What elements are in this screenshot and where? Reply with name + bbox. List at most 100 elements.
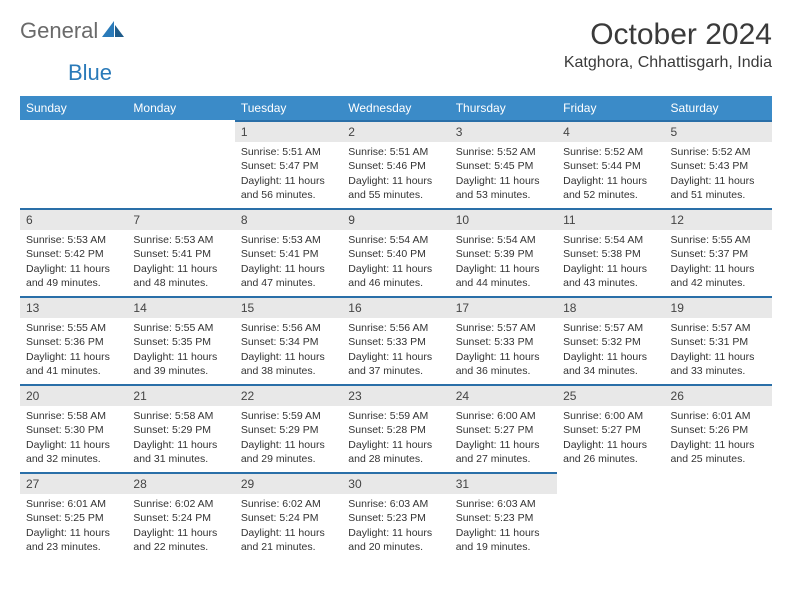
day-details: Sunrise: 5:53 AMSunset: 5:42 PMDaylight:… [20, 230, 127, 294]
day-number: 6 [20, 208, 127, 230]
day-details: Sunrise: 5:55 AMSunset: 5:37 PMDaylight:… [665, 230, 772, 294]
day-number: 22 [235, 384, 342, 406]
day-details: Sunrise: 5:56 AMSunset: 5:33 PMDaylight:… [342, 318, 449, 382]
day-number: 1 [235, 120, 342, 142]
day-number: 18 [557, 296, 664, 318]
day-number: 15 [235, 296, 342, 318]
weekday-header: Wednesday [342, 96, 449, 120]
day-number: 25 [557, 384, 664, 406]
weekday-header: Tuesday [235, 96, 342, 120]
weekday-header: Friday [557, 96, 664, 120]
day-number: 13 [20, 296, 127, 318]
day-number: 9 [342, 208, 449, 230]
day-details: Sunrise: 6:00 AMSunset: 5:27 PMDaylight:… [450, 406, 557, 470]
day-number: 5 [665, 120, 772, 142]
calendar-cell: 23Sunrise: 5:59 AMSunset: 5:28 PMDayligh… [342, 384, 449, 472]
calendar-cell: 31Sunrise: 6:03 AMSunset: 5:23 PMDayligh… [450, 472, 557, 560]
day-number: 28 [127, 472, 234, 494]
day-details: Sunrise: 6:03 AMSunset: 5:23 PMDaylight:… [450, 494, 557, 558]
day-number: 12 [665, 208, 772, 230]
day-number: 4 [557, 120, 664, 142]
day-number: 20 [20, 384, 127, 406]
calendar-cell: 13Sunrise: 5:55 AMSunset: 5:36 PMDayligh… [20, 296, 127, 384]
calendar-cell: 1Sunrise: 5:51 AMSunset: 5:47 PMDaylight… [235, 120, 342, 208]
day-number: 17 [450, 296, 557, 318]
day-details: Sunrise: 5:52 AMSunset: 5:45 PMDaylight:… [450, 142, 557, 206]
logo-word1: General [20, 18, 98, 44]
weekday-header: Saturday [665, 96, 772, 120]
day-details: Sunrise: 5:57 AMSunset: 5:33 PMDaylight:… [450, 318, 557, 382]
calendar-cell: 22Sunrise: 5:59 AMSunset: 5:29 PMDayligh… [235, 384, 342, 472]
day-details: Sunrise: 5:53 AMSunset: 5:41 PMDaylight:… [127, 230, 234, 294]
calendar-cell: 16Sunrise: 5:56 AMSunset: 5:33 PMDayligh… [342, 296, 449, 384]
day-details: Sunrise: 6:02 AMSunset: 5:24 PMDaylight:… [127, 494, 234, 558]
calendar-cell: 9Sunrise: 5:54 AMSunset: 5:40 PMDaylight… [342, 208, 449, 296]
day-number: 26 [665, 384, 772, 406]
calendar-cell: 3Sunrise: 5:52 AMSunset: 5:45 PMDaylight… [450, 120, 557, 208]
calendar-cell: 27Sunrise: 6:01 AMSunset: 5:25 PMDayligh… [20, 472, 127, 560]
calendar-row: 13Sunrise: 5:55 AMSunset: 5:36 PMDayligh… [20, 296, 772, 384]
day-number: 2 [342, 120, 449, 142]
calendar-cell: 20Sunrise: 5:58 AMSunset: 5:30 PMDayligh… [20, 384, 127, 472]
day-number: 23 [342, 384, 449, 406]
day-details: Sunrise: 5:52 AMSunset: 5:43 PMDaylight:… [665, 142, 772, 206]
weekday-header-row: SundayMondayTuesdayWednesdayThursdayFrid… [20, 96, 772, 120]
day-details: Sunrise: 5:54 AMSunset: 5:40 PMDaylight:… [342, 230, 449, 294]
page-title: October 2024 [564, 18, 772, 52]
day-details: Sunrise: 5:51 AMSunset: 5:46 PMDaylight:… [342, 142, 449, 206]
calendar-cell: 30Sunrise: 6:03 AMSunset: 5:23 PMDayligh… [342, 472, 449, 560]
day-details: Sunrise: 5:54 AMSunset: 5:39 PMDaylight:… [450, 230, 557, 294]
day-details: Sunrise: 6:03 AMSunset: 5:23 PMDaylight:… [342, 494, 449, 558]
day-details: Sunrise: 5:53 AMSunset: 5:41 PMDaylight:… [235, 230, 342, 294]
calendar-cell: 8Sunrise: 5:53 AMSunset: 5:41 PMDaylight… [235, 208, 342, 296]
calendar-cell: 5Sunrise: 5:52 AMSunset: 5:43 PMDaylight… [665, 120, 772, 208]
calendar-cell: 4Sunrise: 5:52 AMSunset: 5:44 PMDaylight… [557, 120, 664, 208]
day-number: 27 [20, 472, 127, 494]
calendar-row: 20Sunrise: 5:58 AMSunset: 5:30 PMDayligh… [20, 384, 772, 472]
calendar-cell: 19Sunrise: 5:57 AMSunset: 5:31 PMDayligh… [665, 296, 772, 384]
day-details: Sunrise: 5:57 AMSunset: 5:32 PMDaylight:… [557, 318, 664, 382]
day-details: Sunrise: 6:02 AMSunset: 5:24 PMDaylight:… [235, 494, 342, 558]
logo-sail-icon [102, 19, 124, 44]
calendar-cell: 29Sunrise: 6:02 AMSunset: 5:24 PMDayligh… [235, 472, 342, 560]
location-text: Katghora, Chhattisgarh, India [564, 54, 772, 72]
day-details: Sunrise: 5:54 AMSunset: 5:38 PMDaylight:… [557, 230, 664, 294]
day-details: Sunrise: 5:55 AMSunset: 5:36 PMDaylight:… [20, 318, 127, 382]
day-number: 8 [235, 208, 342, 230]
day-details: Sunrise: 5:51 AMSunset: 5:47 PMDaylight:… [235, 142, 342, 206]
day-number: 14 [127, 296, 234, 318]
day-details: Sunrise: 5:56 AMSunset: 5:34 PMDaylight:… [235, 318, 342, 382]
calendar-cell: 24Sunrise: 6:00 AMSunset: 5:27 PMDayligh… [450, 384, 557, 472]
logo-word2: Blue [68, 60, 112, 86]
day-details: Sunrise: 5:55 AMSunset: 5:35 PMDaylight:… [127, 318, 234, 382]
calendar-cell: 10Sunrise: 5:54 AMSunset: 5:39 PMDayligh… [450, 208, 557, 296]
day-number: 24 [450, 384, 557, 406]
calendar-cell [20, 120, 127, 208]
calendar-cell: 21Sunrise: 5:58 AMSunset: 5:29 PMDayligh… [127, 384, 234, 472]
calendar-cell: 7Sunrise: 5:53 AMSunset: 5:41 PMDaylight… [127, 208, 234, 296]
calendar-cell [665, 472, 772, 560]
calendar-cell: 28Sunrise: 6:02 AMSunset: 5:24 PMDayligh… [127, 472, 234, 560]
day-details: Sunrise: 5:57 AMSunset: 5:31 PMDaylight:… [665, 318, 772, 382]
calendar-row: 6Sunrise: 5:53 AMSunset: 5:42 PMDaylight… [20, 208, 772, 296]
calendar-cell: 18Sunrise: 5:57 AMSunset: 5:32 PMDayligh… [557, 296, 664, 384]
day-number: 31 [450, 472, 557, 494]
day-number: 3 [450, 120, 557, 142]
calendar-cell: 14Sunrise: 5:55 AMSunset: 5:35 PMDayligh… [127, 296, 234, 384]
day-details: Sunrise: 5:52 AMSunset: 5:44 PMDaylight:… [557, 142, 664, 206]
calendar-cell: 26Sunrise: 6:01 AMSunset: 5:26 PMDayligh… [665, 384, 772, 472]
day-number: 29 [235, 472, 342, 494]
day-number: 10 [450, 208, 557, 230]
weekday-header: Thursday [450, 96, 557, 120]
calendar-cell: 2Sunrise: 5:51 AMSunset: 5:46 PMDaylight… [342, 120, 449, 208]
day-details: Sunrise: 5:59 AMSunset: 5:29 PMDaylight:… [235, 406, 342, 470]
logo: General [20, 18, 126, 44]
calendar-table: SundayMondayTuesdayWednesdayThursdayFrid… [20, 96, 772, 560]
weekday-header: Sunday [20, 96, 127, 120]
calendar-cell: 25Sunrise: 6:00 AMSunset: 5:27 PMDayligh… [557, 384, 664, 472]
weekday-header: Monday [127, 96, 234, 120]
calendar-cell [557, 472, 664, 560]
day-number: 16 [342, 296, 449, 318]
calendar-cell: 15Sunrise: 5:56 AMSunset: 5:34 PMDayligh… [235, 296, 342, 384]
calendar-cell: 12Sunrise: 5:55 AMSunset: 5:37 PMDayligh… [665, 208, 772, 296]
